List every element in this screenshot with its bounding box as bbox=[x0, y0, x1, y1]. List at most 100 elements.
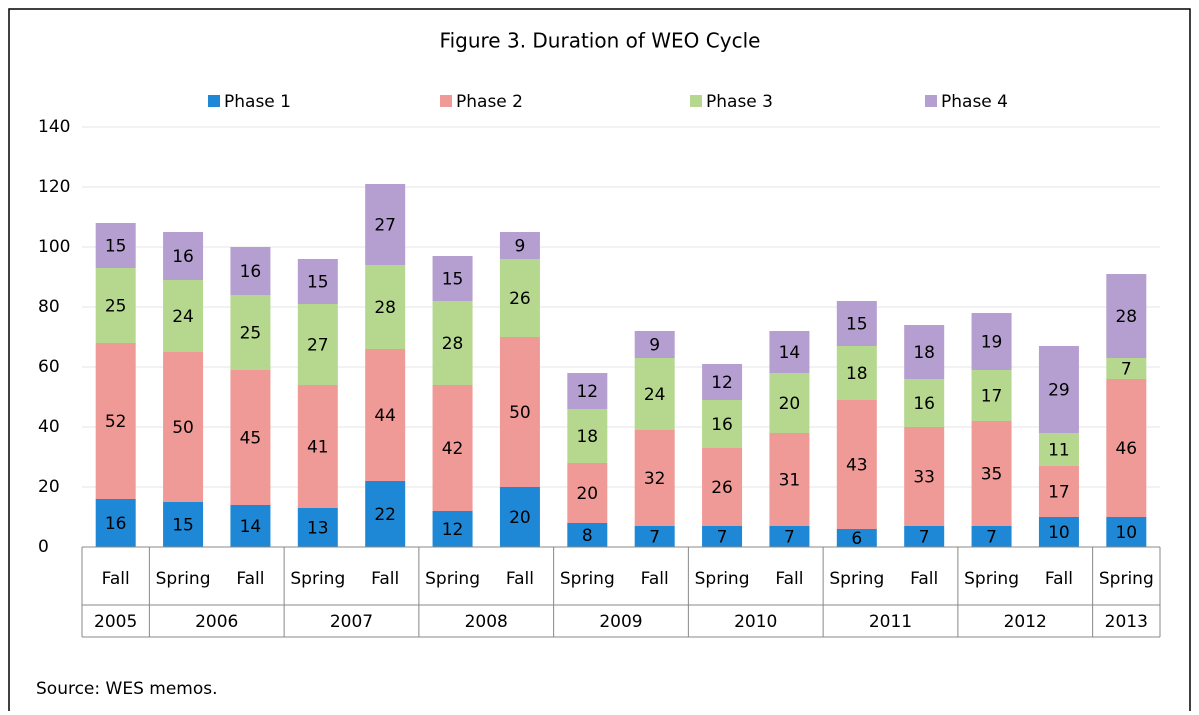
bar-segment bbox=[499, 232, 540, 259]
y-tick-label: 20 bbox=[38, 477, 60, 497]
y-tick-label: 120 bbox=[38, 177, 70, 197]
x-tick-label: Spring bbox=[964, 569, 1019, 589]
x-tick-label: Fall bbox=[371, 569, 399, 589]
data-label: 10 bbox=[1048, 523, 1070, 543]
data-label: 11 bbox=[1048, 441, 1070, 461]
data-label: 18 bbox=[576, 427, 598, 447]
x-group-label: 2011 bbox=[869, 612, 912, 632]
data-label: 15 bbox=[846, 315, 868, 335]
data-label: 18 bbox=[913, 343, 935, 363]
bar-segment bbox=[432, 301, 473, 385]
x-tick-label: Fall bbox=[641, 569, 669, 589]
data-label: 6 bbox=[851, 529, 862, 549]
x-tick-label: Fall bbox=[910, 569, 938, 589]
bar-segment bbox=[836, 346, 877, 400]
data-label: 20 bbox=[509, 508, 531, 528]
bar-segment bbox=[836, 301, 877, 346]
bar-segment bbox=[95, 268, 136, 343]
data-label: 46 bbox=[1115, 439, 1137, 459]
bar-segment bbox=[297, 508, 338, 547]
data-label: 15 bbox=[307, 273, 329, 293]
data-label: 15 bbox=[105, 237, 127, 257]
data-label: 24 bbox=[644, 385, 666, 405]
x-tick-label: Spring bbox=[425, 569, 480, 589]
x-tick-label: Spring bbox=[560, 569, 615, 589]
bar-segment bbox=[971, 313, 1012, 370]
x-group-label: 2012 bbox=[1004, 612, 1047, 632]
data-label: 7 bbox=[717, 528, 728, 548]
legend-swatch bbox=[925, 95, 937, 107]
data-label: 35 bbox=[981, 465, 1003, 485]
bar-segment bbox=[971, 526, 1012, 547]
x-group-label: 2006 bbox=[195, 612, 238, 632]
x-group-label: 2013 bbox=[1105, 612, 1148, 632]
bar-segment bbox=[702, 364, 743, 400]
source-note: Source: WES memos. bbox=[36, 679, 218, 699]
bar-segment bbox=[432, 385, 473, 511]
data-label: 50 bbox=[509, 403, 531, 423]
bar-segment bbox=[163, 280, 204, 352]
legend-swatch bbox=[690, 95, 702, 107]
data-label: 16 bbox=[913, 394, 935, 414]
data-label: 45 bbox=[240, 429, 262, 449]
bar-segment bbox=[769, 526, 810, 547]
bar-segment bbox=[365, 265, 406, 349]
x-group-label: 2005 bbox=[94, 612, 137, 632]
bar-segment bbox=[904, 427, 945, 526]
bar-segment bbox=[365, 184, 406, 265]
bar-segment bbox=[567, 463, 608, 523]
data-label: 27 bbox=[307, 336, 329, 356]
data-label: 43 bbox=[846, 456, 868, 476]
legend-label: Phase 4 bbox=[941, 92, 1008, 112]
y-tick-label: 100 bbox=[38, 237, 70, 257]
data-label: 12 bbox=[442, 520, 464, 540]
data-label: 7 bbox=[649, 528, 660, 548]
data-label: 24 bbox=[172, 307, 194, 327]
bar-segment bbox=[163, 232, 204, 280]
y-tick-label: 140 bbox=[38, 117, 70, 137]
data-label: 44 bbox=[374, 406, 396, 426]
y-tick-label: 80 bbox=[38, 297, 60, 317]
x-tick-label: Spring bbox=[695, 569, 750, 589]
data-label: 32 bbox=[644, 469, 666, 489]
data-label: 25 bbox=[105, 297, 127, 317]
data-label: 22 bbox=[374, 505, 396, 525]
x-tick-label: Fall bbox=[775, 569, 803, 589]
bar-segment bbox=[634, 430, 675, 526]
bar-segment bbox=[230, 370, 271, 505]
data-label: 13 bbox=[307, 519, 329, 539]
data-label: 7 bbox=[1121, 360, 1132, 380]
frame bbox=[8, 8, 1191, 715]
bar-segment bbox=[971, 421, 1012, 526]
x-group-label: 2009 bbox=[599, 612, 642, 632]
bar-segment bbox=[1106, 379, 1147, 517]
bar-segment bbox=[1038, 433, 1079, 466]
data-label: 16 bbox=[172, 247, 194, 267]
data-label: 52 bbox=[105, 412, 127, 432]
bar-segment bbox=[1106, 274, 1147, 358]
data-label: 10 bbox=[1115, 523, 1137, 543]
x-tick-label: Fall bbox=[506, 569, 534, 589]
data-label: 9 bbox=[649, 336, 660, 356]
bar-segment bbox=[95, 499, 136, 547]
bar-segment bbox=[769, 433, 810, 526]
bar-segment bbox=[297, 385, 338, 508]
bar-segment bbox=[163, 502, 204, 547]
x-group-label: 2007 bbox=[330, 612, 373, 632]
data-label: 25 bbox=[240, 324, 262, 344]
bar-segment bbox=[836, 529, 877, 547]
bar-segment bbox=[702, 448, 743, 526]
bar-segment bbox=[836, 400, 877, 529]
data-label: 12 bbox=[711, 373, 733, 393]
data-label: 17 bbox=[1048, 483, 1070, 503]
data-label: 28 bbox=[1115, 307, 1137, 327]
data-label: 27 bbox=[374, 216, 396, 236]
data-label: 29 bbox=[1048, 381, 1070, 401]
y-tick-label: 0 bbox=[38, 537, 49, 557]
data-label: 28 bbox=[442, 334, 464, 354]
data-label: 7 bbox=[986, 528, 997, 548]
data-label: 7 bbox=[919, 528, 930, 548]
bar-segment bbox=[702, 400, 743, 448]
data-label: 33 bbox=[913, 468, 935, 488]
